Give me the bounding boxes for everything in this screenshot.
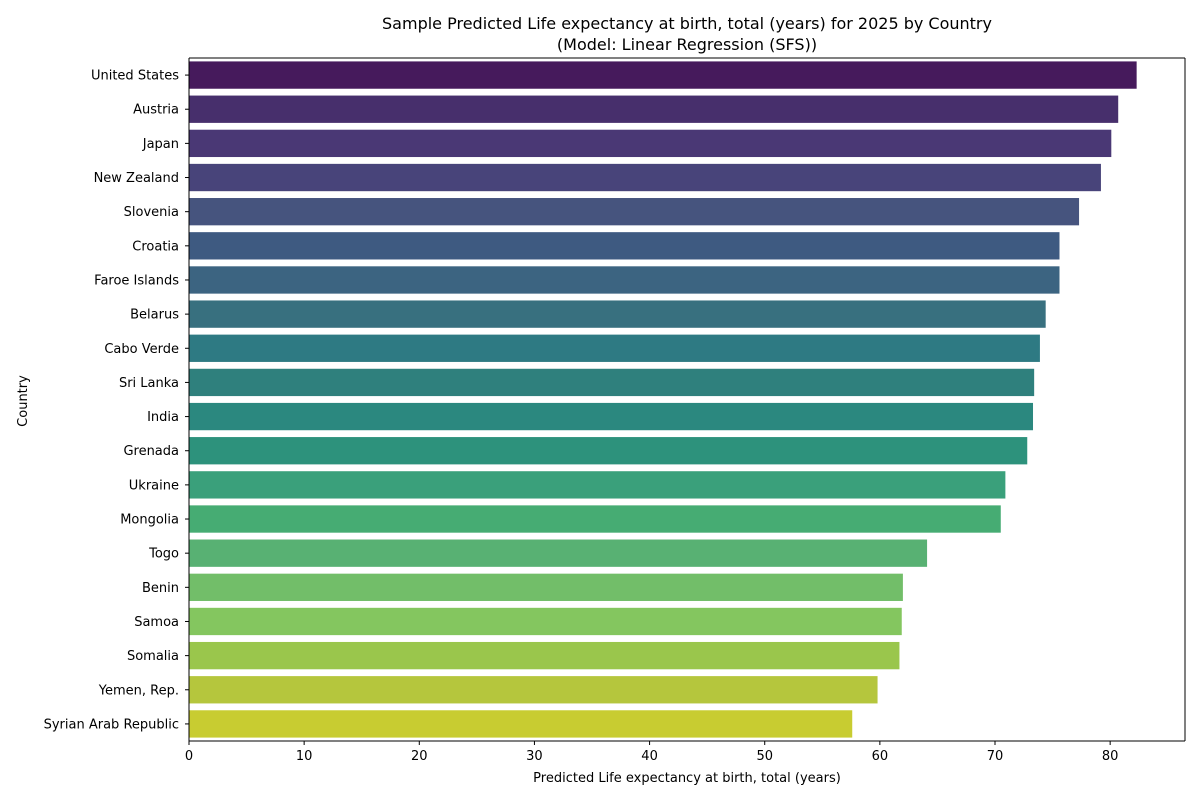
y-axis-title: Country (16, 375, 31, 427)
y-tick-label: Yemen, Rep. (98, 683, 179, 698)
bar-slovenia (189, 198, 1080, 226)
y-tick-label: Somalia (127, 649, 179, 664)
bar-cabo-verde (189, 334, 1040, 362)
bar-grenada (189, 437, 1028, 465)
x-tick-label: 50 (756, 749, 773, 764)
y-tick-label: Sri Lanka (119, 376, 179, 391)
bar-faroe-islands (189, 266, 1060, 294)
y-tick-label: Belarus (130, 308, 179, 323)
y-tick-label: Faroe Islands (94, 273, 179, 288)
y-tick-label: Grenada (123, 444, 179, 459)
bar-mongolia (189, 505, 1001, 533)
bar-new-zealand (189, 163, 1101, 192)
bars-group (189, 61, 1137, 738)
y-ticks-group: United States Austria Japan New Zealand Slov… (44, 69, 189, 732)
y-tick-label: Slovenia (124, 205, 179, 220)
x-tick-label: 10 (296, 749, 313, 764)
bar-japan (189, 129, 1112, 158)
x-tick-label: 70 (987, 749, 1004, 764)
bar-syrian-arab-republic (189, 710, 853, 738)
x-tick-label: 80 (1102, 749, 1119, 764)
chart-subtitle: (Model: Linear Regression (SFS)) (557, 35, 817, 54)
y-tick-label: Cabo Verde (104, 342, 179, 357)
y-tick-label: Ukraine (129, 478, 179, 493)
bar-austria (189, 95, 1119, 123)
bar-togo (189, 539, 928, 567)
y-tick-label: Croatia (132, 239, 179, 254)
x-tick-label: 20 (411, 749, 428, 764)
x-axis-title: Predicted Life expectancy at birth, tota… (533, 771, 841, 786)
y-tick-label: India (147, 410, 179, 425)
bar-somalia (189, 641, 900, 670)
bar-sri-lanka (189, 368, 1035, 397)
x-tick-label: 40 (641, 749, 658, 764)
y-tick-label: Samoa (134, 615, 179, 630)
x-ticks-group: 0 10 20 30 40 50 60 70 80 (185, 741, 1119, 764)
x-tick-label: 0 (185, 749, 193, 764)
bar-united-states (189, 61, 1137, 89)
bar-india (189, 402, 1034, 431)
bar-ukraine (189, 471, 1006, 499)
y-tick-label: Japan (142, 137, 179, 152)
bar-yemen-rep (189, 676, 878, 704)
bar-samoa (189, 607, 902, 636)
bar-benin (189, 573, 903, 601)
y-tick-label: Benin (142, 581, 179, 596)
x-tick-label: 60 (872, 749, 889, 764)
chart-title: Sample Predicted Life expectancy at birt… (382, 14, 992, 33)
x-tick-label: 30 (526, 749, 543, 764)
y-tick-label: New Zealand (94, 171, 179, 186)
y-tick-label: Austria (133, 103, 179, 118)
y-tick-label: Mongolia (120, 513, 179, 528)
bar-belarus (189, 300, 1046, 328)
y-tick-label: United States (91, 69, 179, 84)
y-tick-label: Togo (148, 547, 179, 562)
y-tick-label: Syrian Arab Republic (44, 717, 179, 732)
bar-croatia (189, 232, 1060, 260)
